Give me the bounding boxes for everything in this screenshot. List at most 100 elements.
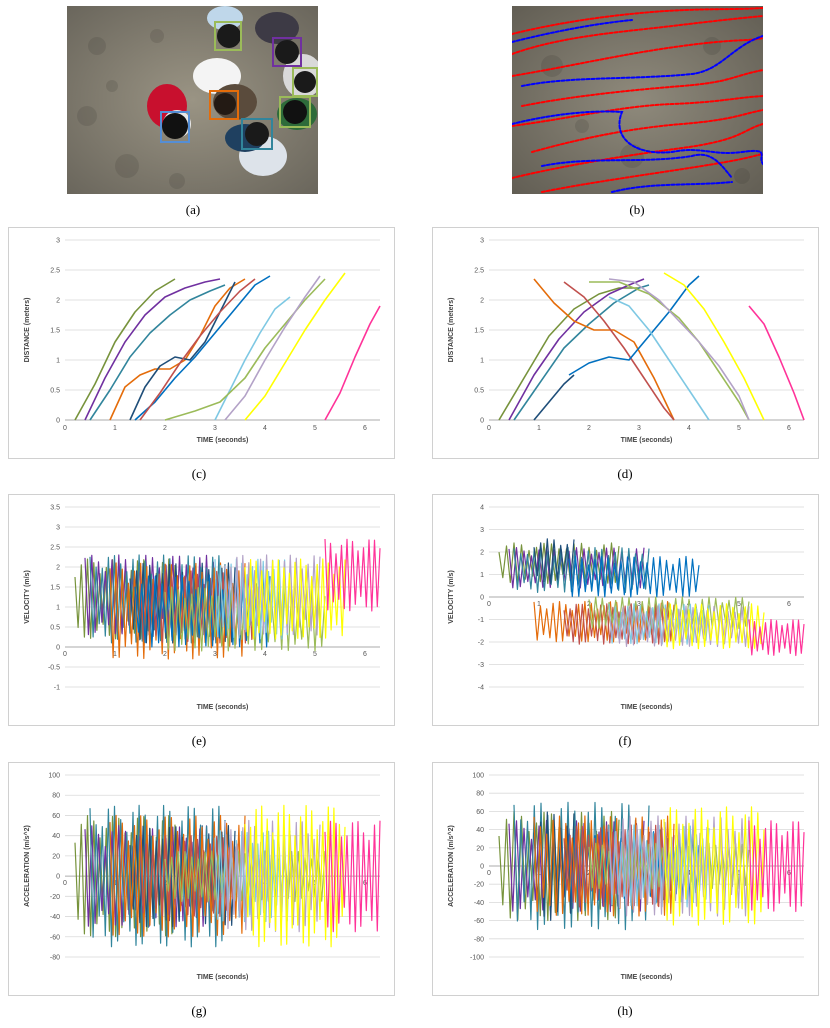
trajectory-path (512, 15, 763, 55)
caption-h: (h) (617, 1003, 633, 1018)
series-line (129, 281, 236, 421)
series-line (568, 275, 700, 376)
x-tick-label: 0 (63, 880, 67, 887)
series-line (663, 603, 765, 650)
series-line (139, 278, 256, 421)
y-tick-label: 2.5 (474, 268, 484, 275)
trajectory-path (521, 35, 763, 87)
series-line (563, 824, 675, 908)
x-axis-label: TIME (seconds) (197, 974, 249, 981)
y-tick-label: 3.5 (50, 505, 60, 512)
photo-a-face-detections (67, 6, 318, 194)
x-tick-label: 4 (687, 425, 691, 432)
y-tick-label: 0 (480, 418, 484, 425)
y-tick-label: 2.5 (50, 545, 60, 552)
y-tick-label: 20 (476, 845, 484, 852)
series-line (164, 278, 326, 421)
series-line (748, 820, 805, 913)
caption-g: (g) (191, 1003, 207, 1018)
x-tick-label: 0 (487, 425, 491, 432)
y-tick-label: 1 (56, 358, 60, 365)
y-tick-label: 4 (480, 505, 484, 512)
series-line (568, 555, 700, 598)
caption-f: (f) (618, 733, 632, 748)
y-tick-label: 0 (56, 645, 60, 652)
y-tick-label: 1 (480, 572, 484, 579)
x-tick-label: 3 (637, 601, 641, 608)
y-tick-label: -4 (478, 685, 484, 692)
y-tick-label: -80 (50, 955, 60, 962)
series-line (164, 850, 326, 902)
trajectory-path (512, 123, 763, 179)
y-tick-label: 0 (480, 595, 484, 602)
x-tick-label: 1 (113, 880, 117, 887)
series-line (748, 618, 805, 657)
x-tick-label: 4 (263, 651, 267, 658)
y-tick-label: 2 (56, 565, 60, 572)
y-tick-label: -40 (50, 914, 60, 921)
series-line (513, 546, 650, 594)
x-tick-label: 3 (637, 425, 641, 432)
x-tick-label: 1 (113, 425, 117, 432)
trajectory-path (512, 95, 763, 127)
x-tick-label: 5 (313, 425, 317, 432)
y-tick-label: -60 (50, 934, 60, 941)
y-axis-label: ACCELERATION (m/s^2) (447, 825, 455, 907)
trajectory-path (541, 153, 763, 193)
series-line (589, 281, 750, 421)
y-tick-label: 3 (56, 525, 60, 532)
y-tick-label: 1.5 (474, 328, 484, 335)
series-line (513, 284, 650, 421)
chart-c-svg: 0 0.5 1 1.5 2 2.5 3 0 1 2 3 4 5 6 TIME (seconds) DISTAN… (24, 238, 381, 444)
series-line (608, 296, 710, 421)
series-line (608, 603, 710, 645)
chart-e-velocity-left: -1 -0.5 0 0.5 1 1.5 2 2.5 3 3.5 0 1 2 3 4 5 6 TIME (secon… (8, 494, 395, 726)
y-tick-label: 80 (52, 793, 60, 800)
series-line (109, 278, 246, 421)
x-tick-label: 5 (737, 601, 741, 608)
face-box (279, 96, 311, 128)
trajectory-path (521, 69, 763, 107)
y-tick-label: -0.5 (48, 665, 60, 672)
chart-d-distance-right: 0 0.5 1 1.5 2 2.5 3 0 1 2 3 4 5 6 TIME (seconds) DISTAN… (432, 227, 819, 459)
y-tick-label: -80 (474, 936, 484, 943)
face-box (209, 90, 239, 120)
x-axis-label: TIME (seconds) (621, 974, 673, 981)
series-line (324, 820, 381, 933)
series-line (84, 278, 221, 421)
face-box (241, 118, 273, 150)
y-tick-label: -3 (478, 662, 484, 669)
y-tick-label: 80 (476, 791, 484, 798)
series-line (563, 603, 675, 645)
x-tick-label: 5 (737, 425, 741, 432)
y-tick-label: 100 (48, 773, 60, 780)
series-line (324, 305, 381, 421)
series-line (533, 278, 675, 421)
series-line (508, 278, 645, 421)
x-tick-label: 2 (163, 651, 167, 658)
y-axis-label: DISTANCE (meters) (24, 298, 31, 363)
x-tick-label: 2 (587, 425, 591, 432)
x-tick-label: 0 (487, 601, 491, 608)
x-tick-label: 5 (313, 651, 317, 658)
chart-g-acceleration-left: -80 -60 -40 -20 0 20 40 60 80 100 0 1 2 3 4 5 6 TIME (sec… (8, 762, 395, 996)
series-line (608, 278, 750, 421)
y-tick-label: 3 (56, 238, 60, 245)
y-tick-label: 2 (56, 298, 60, 305)
chart-f-velocity-right: -4 -3 -2 -1 0 1 2 3 4 0 1 2 3 4 5 6 TIME (seconds) VELOCI… (432, 494, 819, 726)
x-tick-label: 6 (787, 425, 791, 432)
x-tick-label: 1 (113, 651, 117, 658)
chart-h-acceleration-right: -100 -80 -60 -40 -20 0 20 40 60 80 100 0 1 2 3 4 5 6 TIME … (432, 762, 819, 996)
series-line (134, 275, 271, 421)
caption-b: (b) (629, 202, 645, 217)
chart-c-distance-left: 0 0.5 1 1.5 2 2.5 3 0 1 2 3 4 5 6 TIME (seconds) DISTAN… (8, 227, 395, 459)
chart-d-svg: 0 0.5 1 1.5 2 2.5 3 0 1 2 3 4 5 6 TIME (seconds) DISTAN… (448, 238, 805, 444)
face-box (214, 21, 242, 51)
photo-a-svg (67, 6, 318, 194)
y-tick-label: 20 (52, 853, 60, 860)
x-axis-label: TIME (seconds) (197, 437, 249, 444)
x-tick-label: 0 (63, 651, 67, 658)
x-tick-label: 6 (787, 601, 791, 608)
